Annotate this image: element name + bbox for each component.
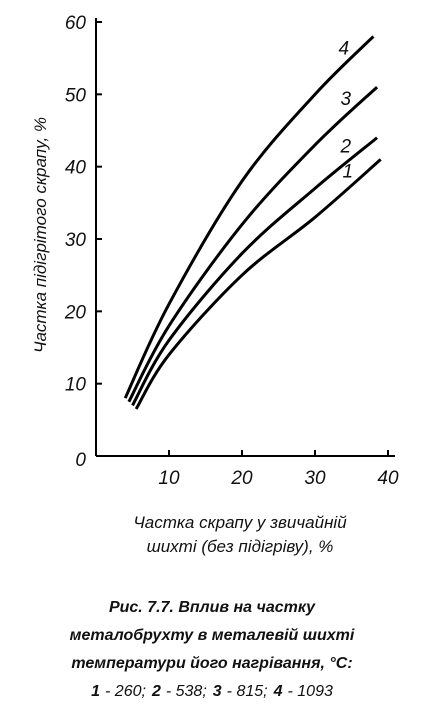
legend-key: 3 <box>213 683 222 700</box>
y-axis-label: Частка підігрітого скрапу, % <box>31 117 50 353</box>
x-tick-label: 10 <box>158 468 180 489</box>
y-tick-label: 0 <box>75 450 86 471</box>
series-label: 1 <box>343 161 354 182</box>
x-tick-label: 20 <box>230 468 253 489</box>
y-tick-label: 40 <box>65 158 87 179</box>
y-tick-label: 20 <box>64 302 87 323</box>
caption: температури його нагрівання, °С: <box>71 655 352 672</box>
legend-key: 2 <box>151 683 161 700</box>
legend-text: - 1093 <box>288 683 333 700</box>
y-tick-label: 60 <box>65 13 87 34</box>
series-line <box>127 86 379 403</box>
legend: 1 - 260; 2 - 538; 3 - 815; 4 - 1093 <box>91 683 333 700</box>
x-axis-label: шихті (без підігріву), % <box>147 537 334 556</box>
legend-key: 4 <box>273 683 283 700</box>
x-axis-label: Частка скрапу у звичайній <box>133 513 347 532</box>
series-label: 3 <box>341 89 352 110</box>
series-label: 2 <box>340 137 352 158</box>
series-label: 4 <box>339 39 350 60</box>
y-tick-label: 10 <box>65 375 87 396</box>
caption: Рис. 7.7. Вплив на частку <box>109 599 316 616</box>
y-tick-label: 50 <box>65 85 87 106</box>
series-line <box>134 158 382 410</box>
caption: металобрухту в металевій шихті <box>70 627 355 644</box>
legend-text: - 815; <box>227 683 268 700</box>
legend-text: - 538; <box>166 683 207 700</box>
series-line <box>123 35 375 399</box>
legend-text: - 260; <box>105 683 146 700</box>
y-tick-label: 30 <box>65 230 87 251</box>
series-line <box>131 136 378 407</box>
x-tick-label: 30 <box>304 468 326 489</box>
legend-key: 1 <box>91 683 100 700</box>
x-tick-label: 40 <box>377 468 399 489</box>
